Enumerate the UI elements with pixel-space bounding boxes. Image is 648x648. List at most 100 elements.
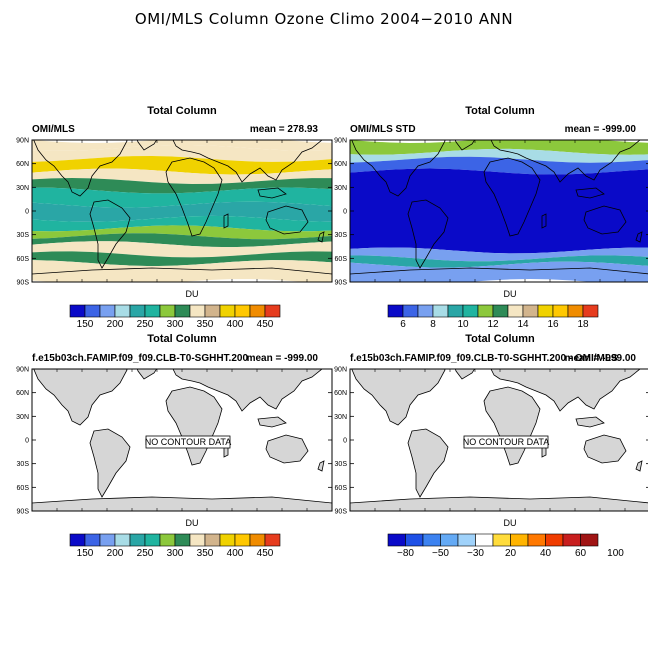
- colorbar-tick-label: 150: [77, 319, 94, 330]
- panel-left-label: OMI/MLS: [32, 124, 75, 135]
- ytick-label: 30S: [17, 461, 30, 468]
- ytick-label: 90S: [335, 280, 348, 287]
- colorbar-swatch: [114, 304, 131, 318]
- contour-band: [32, 201, 332, 222]
- ytick-label: 0: [343, 209, 347, 216]
- figure-title: OMI/MLS Column Ozone Climo 2004−2010 ANN: [135, 10, 513, 28]
- contour-band: [32, 187, 332, 208]
- panels: Total Column OMI/MLS mean = 278.93 90N 60N 30…: [16, 105, 648, 559]
- colorbar-swatch: [477, 304, 494, 318]
- ytick-label: 60S: [17, 485, 30, 492]
- colorbar-tick-label: −50: [432, 548, 449, 559]
- panel-right-label: mean = -999.00: [565, 353, 637, 364]
- contour-band: [32, 241, 332, 258]
- colorbar-tick-label: 250: [137, 548, 154, 559]
- colorbar-tick-label: 10: [457, 319, 469, 330]
- colorbar-label: DU: [504, 518, 517, 528]
- colorbar-swatch: [522, 304, 539, 318]
- colorbar-label: DU: [186, 289, 199, 299]
- colorbar-label: DU: [504, 289, 517, 299]
- map-area: [32, 369, 332, 511]
- colorbar-swatch: [144, 304, 161, 318]
- contour-band: [350, 255, 648, 268]
- contour-band: [350, 261, 648, 282]
- contour-band: [350, 247, 648, 262]
- colorbar-swatch: [144, 533, 161, 547]
- colorbar-swatch: [114, 533, 131, 547]
- colorbar-tick-label: 150: [77, 548, 94, 559]
- ytick-label: 90N: [334, 138, 347, 145]
- colorbar-swatch: [219, 533, 236, 547]
- ytick-label: 90N: [16, 367, 29, 374]
- colorbar-label: DU: [186, 518, 199, 528]
- colorbar-tick-label: 200: [107, 548, 124, 559]
- colorbar-swatch: [129, 304, 146, 318]
- colorbar-swatch: [69, 533, 86, 547]
- colorbar-swatch: [249, 533, 266, 547]
- colorbar-swatch: [440, 533, 459, 547]
- colorbar-tick-label: 400: [227, 548, 244, 559]
- contour-band: [32, 144, 332, 162]
- ytick-label: 60S: [17, 256, 30, 263]
- panel-3: Total Column f.e15b03ch.FAMIP.f09_f09.CLB…: [16, 333, 333, 559]
- contour-band: [350, 140, 648, 155]
- colorbar-swatch: [99, 533, 116, 547]
- ytick-label: 30N: [334, 185, 347, 192]
- ytick-label: 30N: [16, 185, 29, 192]
- contour-band: [350, 156, 648, 175]
- ytick-label: 60N: [16, 161, 29, 168]
- panel-1: Total Column OMI/MLS mean = 278.93 90N 60N 30…: [16, 105, 333, 330]
- colorbar-tick-label: 450: [257, 319, 274, 330]
- panel-right-label: mean = -999.00: [565, 124, 637, 135]
- colorbar-swatch: [204, 533, 221, 547]
- ytick-label: 30N: [334, 414, 347, 421]
- colorbar-swatch: [475, 533, 494, 547]
- colorbar-swatch: [159, 533, 176, 547]
- colorbar-tick-label: 14: [517, 319, 529, 330]
- colorbar-swatch: [204, 304, 221, 318]
- colorbar-swatch: [264, 533, 281, 547]
- colorbar-tick-label: 450: [257, 548, 274, 559]
- panel-right-label: mean = 278.93: [250, 124, 319, 135]
- colorbar-tick-label: 8: [430, 319, 436, 330]
- ytick-label: 30S: [17, 232, 30, 239]
- colorbar-swatch: [492, 533, 511, 547]
- map-area: [32, 140, 332, 282]
- colorbar-swatch: [527, 533, 546, 547]
- colorbar-swatch: [189, 533, 206, 547]
- no-data-box: [145, 435, 231, 449]
- colorbar-swatch: [567, 304, 584, 318]
- panel-title: Total Column: [147, 105, 217, 117]
- colorbar-swatch: [249, 304, 266, 318]
- map-area: [350, 369, 648, 511]
- colorbar-swatch: [387, 304, 404, 318]
- colorbar-swatch: [234, 304, 251, 318]
- ytick-label: 90N: [16, 138, 29, 145]
- colorbar-tick-label: −80: [397, 548, 414, 559]
- no-data-label: NO CONTOUR DATA: [145, 437, 232, 447]
- contour-band: [32, 178, 332, 194]
- colorbar-swatch: [462, 304, 479, 318]
- colorbar-swatch: [492, 304, 509, 318]
- contour-band: [32, 225, 332, 240]
- colorbar-swatch: [580, 533, 599, 547]
- colorbar-swatch: [510, 533, 529, 547]
- colorbar-tick-label: 6: [400, 319, 406, 330]
- contour-band: [350, 168, 648, 254]
- ytick-label: 0: [343, 438, 347, 445]
- colorbar-swatch: [174, 304, 191, 318]
- colorbar-swatch: [129, 533, 146, 547]
- panel-left-label: f.e15b03ch.FAMIP.f09_f09.CLB-T0-SGHHT.20…: [350, 353, 618, 364]
- ytick-label: 30S: [335, 461, 348, 468]
- colorbar-tick-label: 20: [505, 548, 517, 559]
- panel-title: Total Column: [465, 333, 535, 345]
- ytick-label: 60N: [16, 390, 29, 397]
- colorbar-swatch: [189, 304, 206, 318]
- colorbar-tick-label: −30: [467, 548, 484, 559]
- panel-4: Total Column f.e15b03ch.FAMIP.f09_f09.CLB…: [334, 333, 648, 559]
- colorbar-swatch: [84, 533, 101, 547]
- colorbar-tick-label: 300: [167, 548, 184, 559]
- contour-band: [32, 168, 332, 184]
- colorbar-tick-label: 400: [227, 319, 244, 330]
